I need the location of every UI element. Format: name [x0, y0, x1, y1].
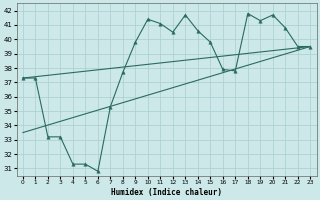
X-axis label: Humidex (Indice chaleur): Humidex (Indice chaleur) [111, 188, 222, 197]
